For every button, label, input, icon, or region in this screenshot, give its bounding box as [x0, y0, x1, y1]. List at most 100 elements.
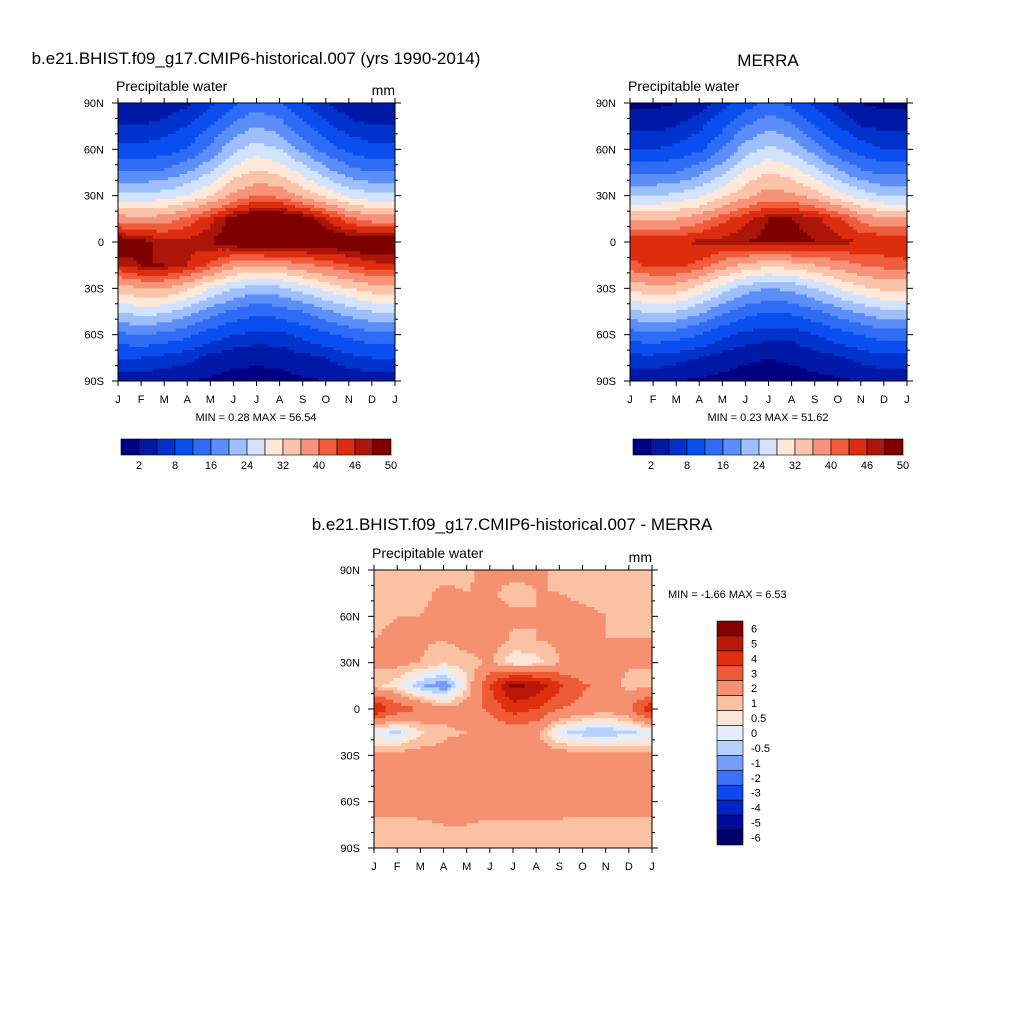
contour-cell — [233, 269, 238, 274]
contour-cell — [391, 109, 395, 113]
contour-cell — [329, 294, 335, 299]
contour-cell — [160, 288, 165, 293]
contour-cell — [291, 254, 296, 259]
contour-cell — [125, 316, 131, 320]
contour-cell — [352, 229, 358, 234]
contour-cell — [164, 133, 169, 138]
contour-cell — [333, 235, 338, 240]
contour-cell — [248, 198, 254, 203]
contour-cell — [298, 306, 304, 311]
contour-cell — [352, 232, 358, 237]
contour-cell — [387, 257, 392, 262]
contour-cell — [287, 266, 292, 271]
contour-cell — [294, 136, 300, 141]
contour-cell — [202, 294, 208, 299]
contour-cell — [294, 313, 300, 317]
contour-cell — [271, 214, 277, 218]
contour-cell — [264, 282, 269, 286]
contour-cell — [375, 146, 381, 150]
contour-cell — [302, 303, 308, 308]
contour-cell — [237, 140, 242, 144]
contour-cell — [260, 130, 265, 135]
contour-cell — [210, 121, 215, 126]
contour-cell — [264, 118, 269, 123]
contour-cell — [333, 183, 338, 187]
contour-cell — [133, 279, 138, 283]
contour-cell — [383, 306, 388, 311]
contour-cell — [291, 130, 296, 135]
contour-cell — [252, 242, 258, 246]
contour-cell — [371, 294, 377, 299]
contour-cell — [210, 269, 215, 274]
contour-cell — [194, 229, 200, 234]
contour-cell — [279, 214, 285, 218]
contour-cell — [287, 248, 292, 252]
contour-cell — [268, 313, 273, 317]
contour-cell — [156, 275, 161, 280]
contour-cell — [341, 238, 346, 243]
contour-cell — [364, 146, 369, 150]
contour-cell — [348, 167, 354, 172]
contour-cell — [218, 127, 223, 132]
contour-cell — [302, 214, 308, 218]
contour-cell — [271, 272, 277, 277]
contour-cell — [264, 229, 269, 234]
contour-cell — [194, 232, 200, 237]
contour-cell — [137, 115, 142, 120]
contour-cell — [352, 260, 358, 265]
contour-cell — [271, 217, 277, 221]
contour-cell — [329, 238, 335, 243]
contour-cell — [214, 136, 219, 141]
contour-cell — [337, 174, 342, 178]
contour-cell — [314, 245, 319, 249]
contour-cell — [252, 112, 258, 116]
contour-cell — [221, 294, 227, 299]
contour-cell — [244, 177, 250, 181]
contour-cell — [171, 226, 177, 231]
contour-cell — [129, 297, 134, 302]
contour-cell — [379, 106, 385, 110]
contour-cell — [344, 174, 350, 178]
contour-cell — [283, 109, 288, 113]
contour-cell — [183, 245, 188, 249]
contour-cell — [244, 288, 250, 293]
contour-cell — [356, 189, 361, 194]
contour-cell — [129, 192, 134, 197]
contour-cell — [375, 226, 381, 231]
contour-cell — [279, 109, 285, 113]
contour-cell — [248, 130, 254, 135]
contour-cell — [125, 245, 131, 249]
contour-cell — [360, 186, 365, 191]
contour-cell — [225, 192, 231, 197]
contour-cell — [218, 170, 223, 175]
contour-cell — [383, 118, 388, 123]
contour-cell — [264, 220, 269, 225]
contour-cell — [375, 238, 381, 243]
contour-cell — [379, 152, 385, 157]
contour-cell — [337, 260, 342, 265]
contour-cell — [352, 158, 358, 163]
contour-cell — [137, 195, 142, 200]
contour-cell — [371, 275, 377, 280]
contour-cell — [206, 201, 211, 206]
contour-cell — [291, 152, 296, 157]
contour-cell — [164, 282, 169, 286]
contour-cell — [341, 127, 346, 132]
contour-cell — [383, 174, 388, 178]
contour-cell — [279, 118, 285, 123]
contour-cell — [306, 220, 311, 225]
contour-cell — [148, 127, 154, 132]
contour-cell — [218, 133, 223, 138]
contour-cell — [179, 223, 185, 228]
contour-cell — [283, 167, 288, 172]
contour-cell — [144, 118, 150, 123]
contour-cell — [160, 306, 165, 311]
contour-cell — [256, 211, 261, 215]
contour-cell — [164, 269, 169, 274]
contour-cell — [329, 136, 335, 141]
contour-cell — [260, 124, 265, 129]
contour-cell — [291, 201, 296, 206]
contour-cell — [179, 266, 185, 271]
contour-cell — [175, 242, 181, 246]
contour-cell — [206, 155, 211, 160]
